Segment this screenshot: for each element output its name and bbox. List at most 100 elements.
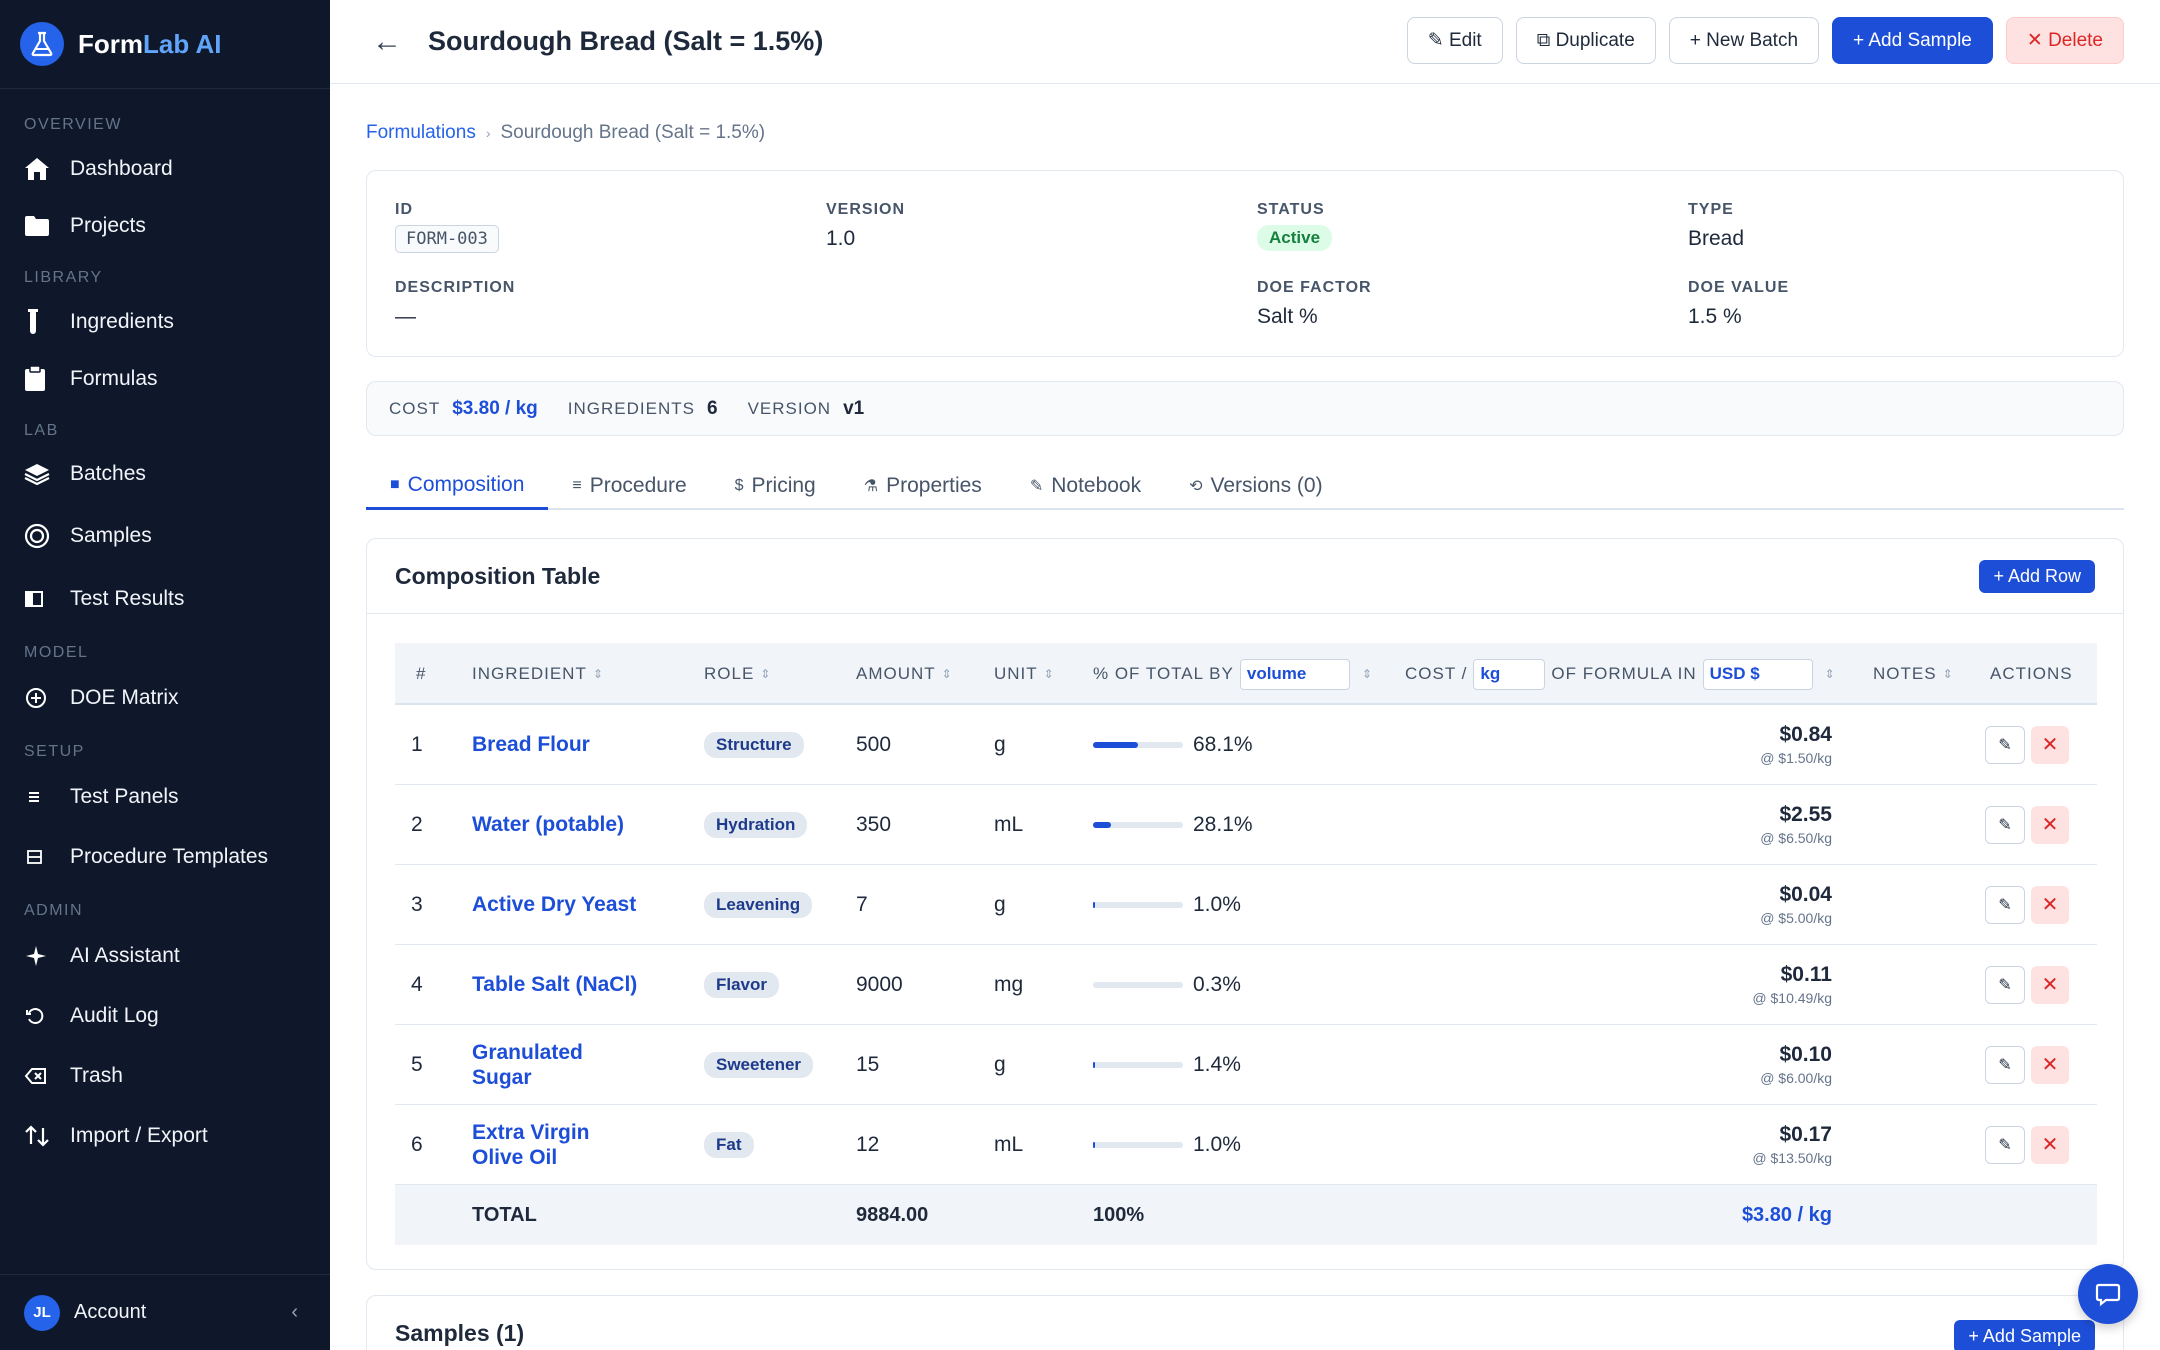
brand[interactable]: FormLab AI <box>0 0 330 89</box>
edit-row-button[interactable]: ✎ <box>1985 965 2025 1004</box>
col-ingredient[interactable]: INGREDIENT ⇕ <box>472 643 604 705</box>
tab-composition[interactable]: ■ Composition <box>366 462 549 510</box>
pct-bar <box>1093 741 1183 748</box>
delete-row-button[interactable]: ✕ <box>2031 725 2069 764</box>
sidebar-item-formulas[interactable]: Formulas <box>24 359 158 399</box>
ingredient-link[interactable]: Table Salt (NaCl) <box>472 973 638 996</box>
sidebar-item-procedure-templates[interactable]: Procedure Templates <box>24 837 268 877</box>
samples-add-button[interactable]: + Add Sample <box>1954 1320 2095 1350</box>
sidebar-item-projects[interactable]: Projects <box>24 206 146 246</box>
ingredient-link[interactable]: Water (potable) <box>472 813 625 836</box>
sidebar-item-dashboard[interactable]: Dashboard <box>24 149 173 189</box>
delete-row-button[interactable]: ✕ <box>2031 805 2069 844</box>
table-row: 2 Water (potable) Hydration 350 mL 28.1% $2.55… <box>395 785 2097 865</box>
back-arrow-icon[interactable]: ← <box>372 24 402 58</box>
version-value: 1.0 <box>826 227 856 250</box>
col-role[interactable]: ROLE ⇕ <box>704 643 771 705</box>
avatar: JL <box>24 1294 60 1331</box>
chat-bubble-icon <box>2095 1283 2121 1307</box>
edit-row-button[interactable]: ✎ <box>1985 1045 2025 1084</box>
chat-button[interactable] <box>2078 1264 2138 1324</box>
delete-row-button[interactable]: ✕ <box>2031 1045 2069 1084</box>
tab-procedure[interactable]: ≡ Procedure <box>548 462 710 510</box>
sort-icon: ⇕ <box>1043 667 1055 681</box>
pct-cell: 68.1% <box>1093 705 1253 784</box>
pct-basis-select[interactable]: volume <box>1239 658 1350 690</box>
currency-select[interactable]: USD $ <box>1702 658 1813 690</box>
role-cell: Leavening <box>704 865 813 944</box>
tab-notebook[interactable]: ✎ Notebook <box>1006 462 1165 510</box>
delete-row-button[interactable]: ✕ <box>2031 965 2069 1004</box>
col-amount[interactable]: AMOUNT ⇕ <box>856 643 953 705</box>
pct-cell: 28.1% <box>1093 785 1253 864</box>
actions-cell: ✎ ✕ <box>1985 705 2069 784</box>
field-label: DOE VALUE <box>1688 279 1790 296</box>
edit-button[interactable]: ✎ Edit <box>1406 17 1503 64</box>
delete-button[interactable]: ✕ Delete <box>2005 17 2124 64</box>
breadcrumb-formulations[interactable]: Formulations <box>366 122 476 143</box>
sidebar-item-label: Ingredients <box>70 310 174 333</box>
sidebar-item-label: Import / Export <box>70 1124 208 1147</box>
tab-label: Properties <box>886 474 982 497</box>
sidebar-item-trash[interactable]: Trash <box>24 1056 123 1096</box>
pct-value: 1.0% <box>1193 892 1241 916</box>
delete-row-button[interactable]: ✕ <box>2031 1125 2069 1164</box>
cost-unit-select[interactable]: kg <box>1473 658 1546 690</box>
collapse-sidebar-button[interactable]: ‹ <box>291 1301 298 1323</box>
account-menu[interactable]: JL Account ‹ <box>0 1274 330 1350</box>
row-number: 5 <box>411 1052 423 1076</box>
composition-table: # INGREDIENT ⇕ ROLE ⇕ AMOUNT ⇕ UNIT ⇕ % OF T… <box>395 643 2097 1245</box>
sidebar-item-ingredients[interactable]: Ingredients <box>24 302 174 342</box>
pct-cell: 1.0% <box>1093 865 1241 944</box>
edit-row-button[interactable]: ✎ <box>1985 725 2025 764</box>
col-label: OF FORMULA IN <box>1551 664 1697 683</box>
ingredient-link[interactable]: Extra Virgin Olive Oil <box>472 1120 590 1169</box>
tab-properties[interactable]: ⚗ Properties <box>840 462 1006 510</box>
sidebar-item-doe-matrix[interactable]: DOE Matrix <box>24 678 179 718</box>
col-notes[interactable]: NOTES ⇕ <box>1873 643 1954 705</box>
delete-row-button[interactable]: ✕ <box>2031 885 2069 924</box>
pct-value: 68.1% <box>1193 732 1253 756</box>
edit-row-button[interactable]: ✎ <box>1985 805 2025 844</box>
sidebar-item-import-export[interactable]: Import / Export <box>24 1116 208 1156</box>
cost-amount: $0.10 <box>1779 1043 1832 1066</box>
status-badge: Active <box>1257 225 1333 251</box>
sidebar-item-label: Test Results <box>70 587 185 610</box>
sidebar-item-test-panels[interactable]: Test Panels <box>24 777 179 817</box>
sort-icon: ⇕ <box>592 667 604 681</box>
unit-cell: g <box>994 732 1006 756</box>
sidebar-item-audit-log[interactable]: Audit Log <box>24 996 159 1036</box>
duplicate-button[interactable]: ⧉ Duplicate <box>1515 17 1656 64</box>
close-icon: ✕ <box>2041 1134 2059 1156</box>
tab-pricing[interactable]: $ Pricing <box>711 462 840 510</box>
history-icon <box>24 1005 60 1027</box>
tab-versions[interactable]: ⟲ Versions (0) <box>1165 462 1346 510</box>
sidebar-item-ai-assistant[interactable]: AI Assistant <box>24 936 180 976</box>
field-version: VERSION 1.0 <box>826 201 905 251</box>
add-sample-button[interactable]: + Add Sample <box>1832 17 1993 64</box>
sidebar-item-test-results[interactable]: Test Results <box>24 579 184 619</box>
cost-cell: $2.55 @ $6.50/kg <box>1760 785 1832 864</box>
edit-row-button[interactable]: ✎ <box>1985 1125 2025 1164</box>
row-number: 4 <box>411 972 423 996</box>
actions-cell: ✎ ✕ <box>1985 785 2069 864</box>
ingredient-link[interactable]: Active Dry Yeast <box>472 893 637 916</box>
ingredient-link[interactable]: Bread Flour <box>472 733 590 756</box>
edit-row-button[interactable]: ✎ <box>1985 885 2025 924</box>
ingredient-link[interactable]: Granulated Sugar <box>472 1040 583 1089</box>
col-unit[interactable]: UNIT ⇕ <box>994 643 1055 705</box>
role-cell: Hydration <box>704 785 808 864</box>
square-icon: ■ <box>390 475 400 493</box>
composition-title: Composition Table <box>395 562 601 589</box>
sort-icon[interactable]: ⇕ <box>1361 667 1373 681</box>
field-type: TYPE Bread <box>1688 201 1744 251</box>
sidebar-item-samples[interactable]: Samples <box>24 516 152 556</box>
sidebar-item-batches[interactable]: Batches <box>24 454 146 494</box>
nav-section-overview: OVERVIEW <box>24 116 122 133</box>
add-row-button[interactable]: + Add Row <box>1979 559 2095 593</box>
flask-logo-icon <box>20 22 64 66</box>
role-badge: Flavor <box>704 971 780 998</box>
sort-icon[interactable]: ⇕ <box>1824 667 1836 681</box>
actions-cell: ✎ ✕ <box>1985 865 2069 944</box>
new-batch-button[interactable]: + New Batch <box>1668 17 1820 64</box>
